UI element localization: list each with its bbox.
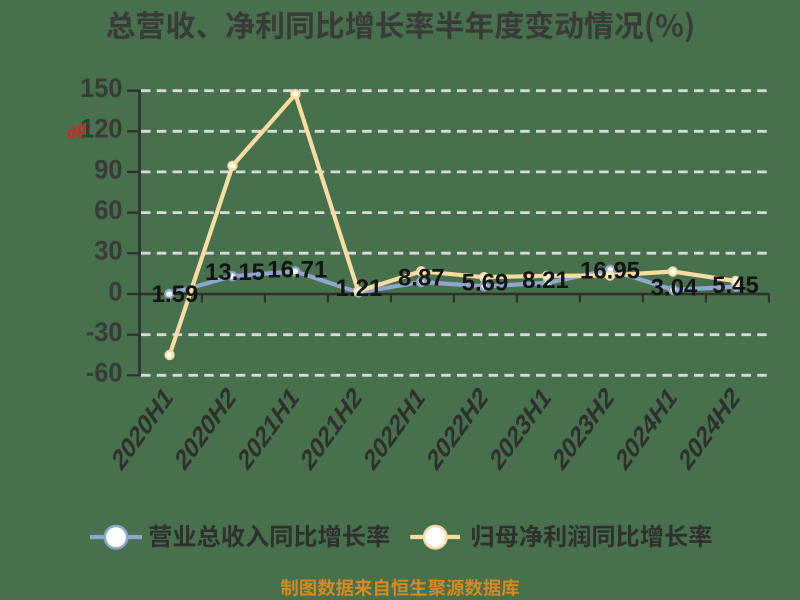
svg-text:5.69: 5.69 xyxy=(462,270,509,297)
svg-text:1.21: 1.21 xyxy=(336,275,383,302)
svg-text:-30: -30 xyxy=(86,316,123,347)
svg-text:16.71: 16.71 xyxy=(267,257,327,284)
svg-text:8.21: 8.21 xyxy=(522,267,569,294)
svg-text:-60: -60 xyxy=(86,357,123,388)
svg-text:3.04: 3.04 xyxy=(651,275,698,302)
svg-text:1.59: 1.59 xyxy=(152,281,199,308)
svg-text:60: 60 xyxy=(94,194,122,225)
svg-text:13.15: 13.15 xyxy=(205,259,265,286)
svg-text:0: 0 xyxy=(108,276,122,307)
svg-text:30: 30 xyxy=(94,235,122,266)
svg-text:150: 150 xyxy=(80,72,122,103)
svg-text:16.95: 16.95 xyxy=(580,258,640,285)
svg-text:%: % xyxy=(67,121,86,144)
svg-text:90: 90 xyxy=(94,154,122,185)
svg-text:8.87: 8.87 xyxy=(398,265,445,292)
svg-text:120: 120 xyxy=(80,113,122,144)
svg-text:5.45: 5.45 xyxy=(712,272,759,299)
